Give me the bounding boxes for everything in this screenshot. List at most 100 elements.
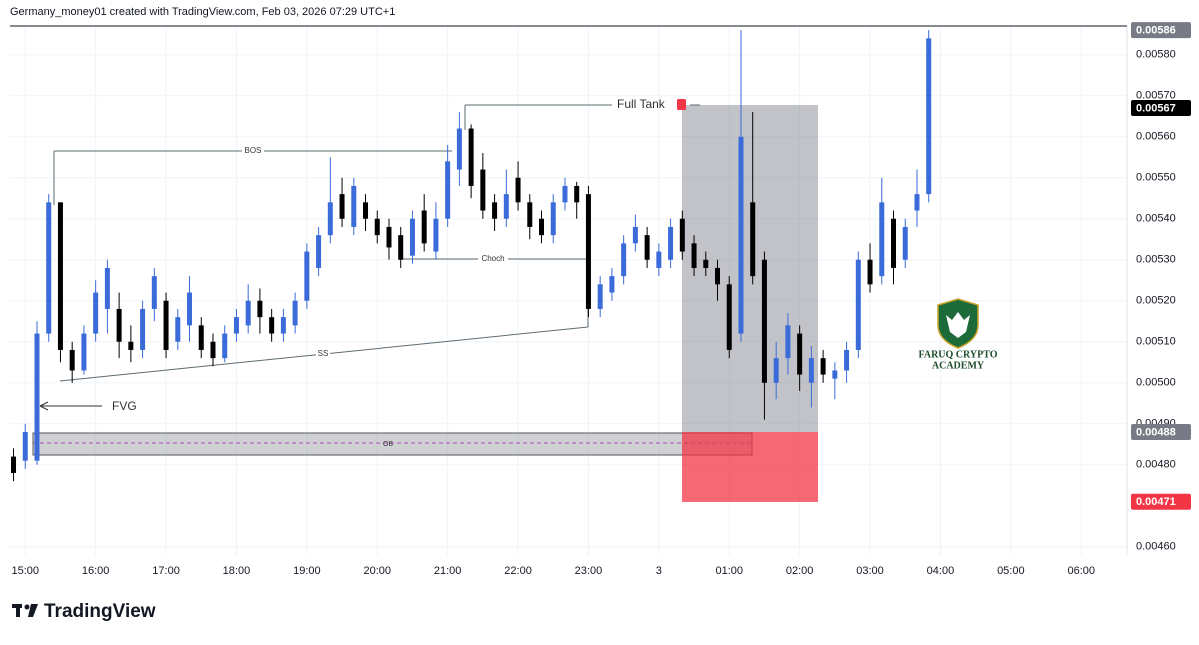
x-tick-label: 04:00 (927, 565, 955, 577)
candle-body (703, 259, 709, 268)
bos-label: BOS (245, 146, 262, 155)
candle-body (374, 218, 380, 236)
candle-body (456, 128, 462, 170)
candle-body (22, 431, 28, 461)
y-tick-label: 0.00460 (1136, 541, 1176, 553)
stop-zone (682, 432, 818, 502)
candle-body (151, 276, 157, 309)
ss-label-bg (316, 348, 330, 360)
price-badge (1131, 22, 1191, 39)
x-tick-label: 01:00 (715, 565, 743, 577)
candle-body (808, 358, 814, 383)
candle-body (128, 341, 134, 350)
x-tick-label: 18:00 (223, 565, 251, 577)
candle-body (902, 226, 908, 260)
x-tick-label: 3 (656, 565, 662, 577)
x-tick-label: 06:00 (1067, 565, 1095, 577)
y-tick-label: 0.00550 (1136, 172, 1176, 184)
candle-body (761, 259, 767, 383)
candle-body (468, 128, 474, 186)
candle-body (257, 300, 263, 318)
header: Germany_money01 created with TradingView… (10, 6, 395, 18)
candle-body (867, 259, 873, 285)
candle-body (726, 284, 732, 350)
candle-body (515, 177, 521, 203)
target-zone (682, 105, 818, 432)
candle-body (632, 226, 638, 244)
fvg-label: FVG (112, 399, 137, 413)
x-tick-label: 05:00 (997, 565, 1025, 577)
candle-body (245, 300, 251, 326)
candle-body (891, 218, 897, 268)
x-tick-label: 17:00 (152, 565, 180, 577)
y-tick-label: 0.00530 (1136, 254, 1176, 266)
candle-body (386, 226, 392, 248)
candle-body (668, 226, 674, 260)
candle-body (81, 333, 87, 371)
candle-body (409, 218, 415, 256)
candle-body (104, 267, 110, 309)
x-tick-label: 22:00 (504, 565, 532, 577)
full-tank-label: Full Tank (617, 97, 666, 111)
x-tick-label: 23:00 (575, 565, 603, 577)
y-tick-label: 0.00560 (1136, 131, 1176, 143)
candle-body (855, 259, 861, 350)
candle-body (562, 185, 568, 203)
candle-body (715, 267, 721, 285)
candle-body (691, 243, 697, 268)
candle-body (222, 333, 228, 359)
candle-body (46, 202, 52, 334)
candle-body (644, 235, 650, 260)
candle-body (339, 194, 345, 219)
candle-body (621, 243, 627, 277)
candle-body (269, 317, 275, 334)
choch-label: Choch (481, 254, 504, 263)
candle-body (327, 202, 333, 236)
price-badge (1131, 493, 1191, 510)
bos-label-bg (242, 145, 264, 157)
candle-body (316, 235, 322, 268)
y-tick-label: 0.00580 (1136, 49, 1176, 61)
candle-body (433, 218, 439, 252)
candle-body (492, 202, 498, 219)
fvg-arrowhead (39, 401, 49, 411)
watermark-text: ACADEMY (932, 360, 985, 371)
fuel-icon (677, 99, 686, 110)
candle-body (503, 194, 509, 219)
candle-body (116, 308, 122, 342)
footer-brand: TradingView (44, 601, 156, 622)
candle-body (914, 194, 920, 211)
y-tick-label: 0.00520 (1136, 295, 1176, 307)
candle-body (93, 292, 99, 334)
choch-label-bg (478, 253, 508, 265)
candle-body (187, 292, 193, 326)
candle-body (656, 251, 662, 268)
price-badge-label: 0.00471 (1136, 496, 1176, 508)
candle-body (140, 308, 146, 350)
x-tick-label: 20:00 (363, 565, 391, 577)
candle-body (773, 358, 779, 383)
candle-body (163, 300, 169, 350)
tv-logo (12, 604, 38, 617)
candle-body (280, 317, 286, 334)
candle-body (844, 349, 850, 371)
candle-body (421, 210, 427, 244)
candle-body (363, 202, 369, 219)
candle-body (398, 235, 404, 260)
academy-bull (946, 312, 970, 338)
ss-label: SS (318, 349, 329, 358)
candle-body (233, 317, 239, 334)
candle-body (175, 317, 181, 342)
price-badge (1131, 423, 1191, 440)
candle-body (480, 169, 486, 211)
candle-body (304, 251, 310, 301)
candle-body (34, 333, 40, 461)
candle-body (445, 161, 451, 219)
x-tick-label: 03:00 (856, 565, 884, 577)
price-badge-label: 0.00567 (1136, 102, 1176, 114)
candle-body (832, 370, 838, 379)
candle-body (797, 333, 803, 375)
candle-body (539, 218, 545, 236)
